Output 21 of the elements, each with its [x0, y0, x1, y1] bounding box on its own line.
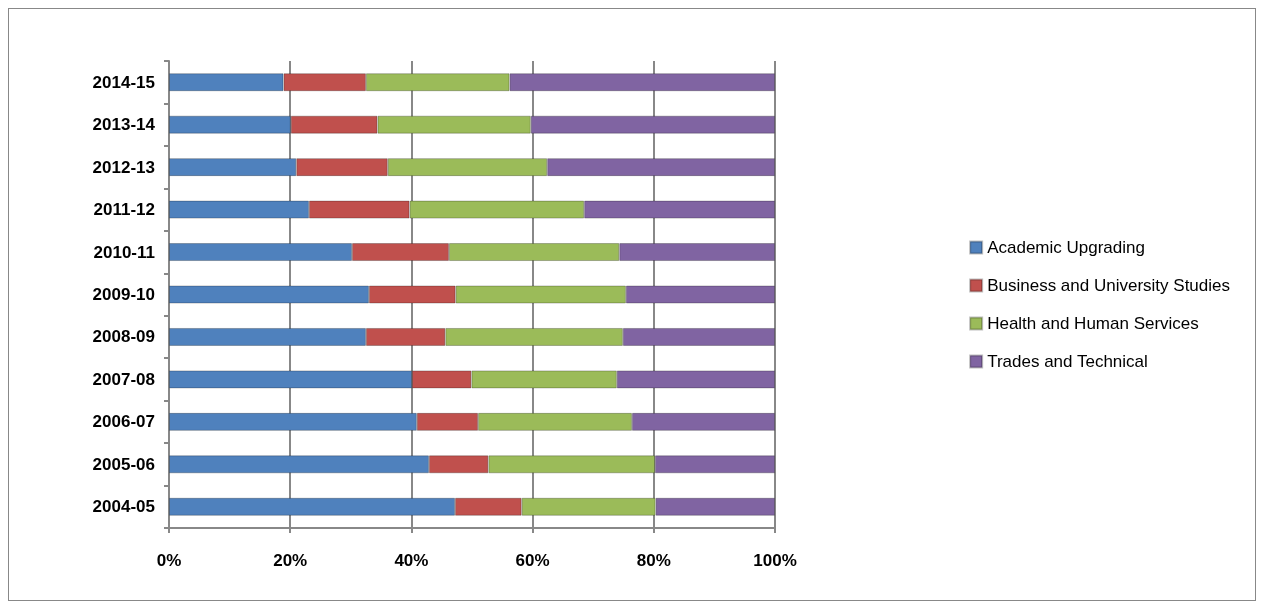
- y-tick-label: 2004-05: [92, 497, 155, 517]
- x-tick-label: 60%: [515, 551, 550, 570]
- legend-label: Business and University Studies: [987, 276, 1230, 295]
- x-tick-label: 100%: [753, 551, 797, 570]
- y-tick-label: 2010-11: [93, 242, 155, 262]
- x-tick-label: 0%: [156, 551, 182, 570]
- y-tick-label: 2014-15: [92, 72, 155, 92]
- legend-label: Academic Upgrading: [987, 238, 1145, 257]
- y-tick-label: 2006-07: [92, 412, 155, 432]
- x-tick-label: 40%: [394, 551, 429, 570]
- y-tick-label: 2012-13: [92, 157, 155, 177]
- legend-label: Health and Human Services: [987, 314, 1199, 333]
- y-tick-label: 2005-06: [92, 454, 155, 474]
- y-tick-label: 2009-10: [92, 285, 155, 304]
- y-tick-label: 2008-09: [92, 327, 155, 347]
- x-tick-label: 20%: [273, 551, 308, 570]
- y-tick-label: 2007-08: [92, 369, 155, 389]
- legend-label: Trades and Technical: [987, 352, 1148, 371]
- y-tick-label: 2013-14: [92, 115, 156, 135]
- x-tick-label: 80%: [636, 551, 671, 570]
- y-tick-label: 2011-12: [93, 200, 155, 220]
